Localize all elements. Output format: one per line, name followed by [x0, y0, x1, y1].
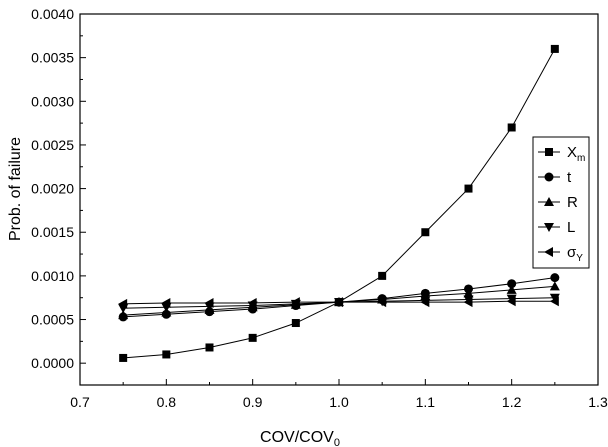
legend-marker: [544, 197, 554, 206]
axes: 0.7 0.8 0.9 1.0 1.1 1.2 1.3 0.0000 0.0005 0.0010 0…: [31, 6, 608, 410]
data-point: [549, 293, 560, 303]
x-axis-label-sub: 0: [334, 437, 340, 447]
y-tick-label: 0.0035: [31, 50, 74, 66]
data-point: [290, 297, 300, 308]
data-point: [378, 271, 387, 280]
data-point: [248, 333, 257, 342]
data-point: [421, 228, 430, 237]
y-tick-label: 0.0000: [31, 355, 74, 371]
y-tick-label: 0.0025: [31, 137, 74, 153]
series-layer: [118, 44, 560, 362]
data-point: [162, 350, 171, 359]
data-point: [507, 123, 516, 132]
data-point: [161, 297, 171, 308]
legend-label-main: R: [567, 194, 578, 211]
data-point: [118, 310, 129, 320]
legend-label-sub: Y: [576, 253, 583, 264]
y-tick-label: 0.0015: [31, 224, 74, 240]
data-point: [118, 298, 128, 309]
x-tick-label: 0.7: [70, 394, 90, 410]
legend-label: Xm: [567, 144, 585, 164]
data-point: [506, 296, 516, 307]
x-tick-label: 0.9: [243, 394, 263, 410]
x-tick-label: 1.0: [329, 394, 349, 410]
axis-labels: Prob. of failure COV/COV0: [7, 137, 340, 447]
y-tick-label: 0.0020: [31, 181, 74, 197]
data-point: [463, 297, 473, 308]
data-point: [550, 44, 559, 53]
legend-entry: σY: [538, 244, 583, 264]
series-4: [118, 296, 559, 309]
data-point: [204, 297, 214, 308]
data-point: [291, 319, 300, 328]
plot-frame: [79, 13, 599, 386]
legend-marker: [545, 148, 553, 156]
legend-label: R: [567, 194, 578, 211]
legend-label-sub: m: [577, 153, 585, 164]
legend-label-main: σ: [567, 244, 577, 261]
data-point: [549, 296, 559, 307]
data-point: [507, 279, 517, 289]
x-tick-label: 0.8: [157, 394, 177, 410]
x-axis-label-main: COV/COV: [260, 429, 334, 446]
legend-label: σY: [567, 244, 583, 264]
legend-marker: [544, 223, 554, 232]
x-axis-label: COV/COV0: [260, 429, 340, 447]
y-tick-label: 0.0030: [31, 93, 74, 109]
data-point: [119, 353, 128, 362]
legend-label: t: [567, 169, 572, 186]
x-tick-label: 1.2: [502, 394, 522, 410]
legend-label-main: t: [567, 169, 572, 186]
y-tick-label: 0.0040: [31, 6, 74, 22]
x-tick-label: 1.1: [416, 394, 436, 410]
legend-entry: L: [538, 219, 575, 236]
y-tick-label: 0.0005: [31, 312, 74, 328]
data-point: [205, 343, 214, 352]
legend-label: L: [567, 219, 575, 236]
data-point: [420, 297, 430, 308]
legend-marker: [544, 172, 554, 182]
data-point: [247, 297, 257, 308]
legend-entry: t: [538, 169, 572, 186]
legend-label-main: L: [567, 219, 575, 236]
legend-label-main: X: [567, 144, 577, 161]
y-axis-label: Prob. of failure: [7, 137, 24, 241]
x-tick-label: 1.3: [588, 394, 608, 410]
data-point: [550, 273, 560, 283]
data-point: [463, 288, 474, 298]
data-point: [377, 297, 387, 308]
data-point: [334, 297, 343, 308]
data-point: [464, 184, 473, 193]
legend-marker: [544, 247, 553, 257]
legend-entry: R: [538, 194, 578, 211]
series-0: [119, 44, 559, 362]
data-point: [549, 281, 560, 291]
legend-entry: Xm: [538, 144, 585, 164]
y-tick-label: 0.0010: [31, 268, 74, 284]
data-point: [506, 284, 517, 294]
